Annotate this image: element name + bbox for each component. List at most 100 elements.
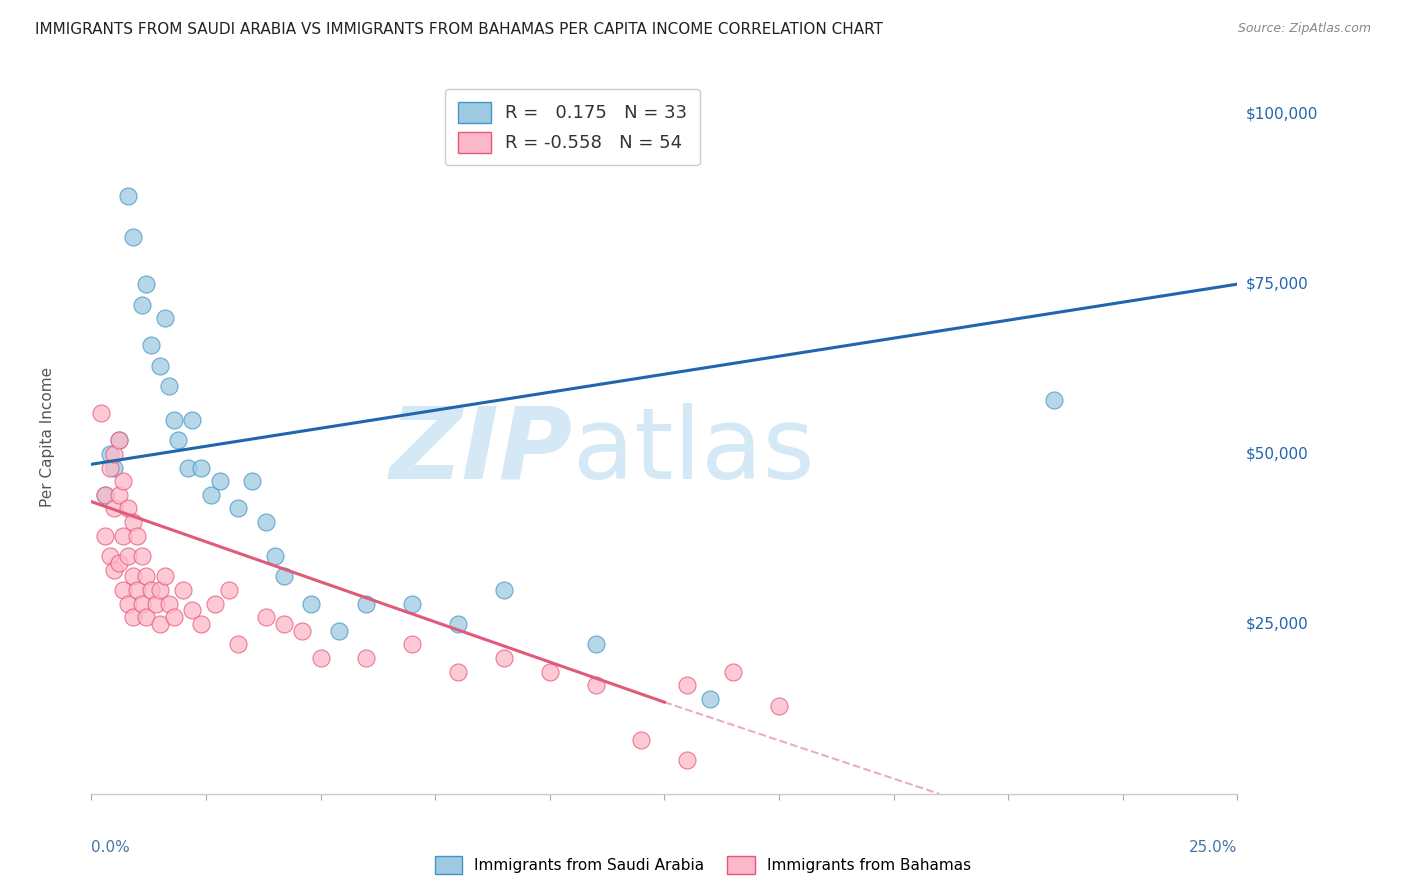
Point [181,413,204,427]
Point [208,475,231,489]
Point [108,488,131,502]
Point [226,501,249,516]
Point [240,475,263,489]
Point [204,597,226,611]
Point [135,277,157,292]
Point [112,582,135,597]
Point [117,597,139,611]
Point [90,406,112,420]
Point [139,582,162,597]
Point [117,501,139,516]
Point [401,597,423,611]
Text: 0.0%: 0.0% [91,840,131,855]
Point [135,610,157,624]
Point [121,515,143,529]
Text: 25.0%: 25.0% [1189,840,1237,855]
Point [630,732,652,747]
Point [153,311,176,326]
Point [299,597,322,611]
Point [98,460,121,475]
Point [585,678,607,692]
Point [135,569,157,583]
Point [103,460,125,475]
Point [309,651,332,665]
Point [112,528,135,542]
Point [94,488,117,502]
Point [103,563,125,577]
Point [127,528,149,542]
Point [676,753,699,767]
Point [121,610,143,624]
Point [157,597,180,611]
Point [172,582,194,597]
Point [163,413,186,427]
Point [108,434,131,448]
Point [94,488,117,502]
Point [167,434,190,448]
Point [538,665,561,679]
Point [108,434,131,448]
Point [181,603,204,617]
Point [273,569,295,583]
Text: $75,000: $75,000 [1246,277,1309,292]
Point [127,582,149,597]
Point [447,665,470,679]
Text: $100,000: $100,000 [1246,107,1317,122]
Point [218,582,240,597]
Point [401,637,423,651]
Text: ZIP: ZIP [389,403,572,500]
Point [356,651,378,665]
Point [254,515,277,529]
Point [131,597,153,611]
Text: IMMIGRANTS FROM SAUDI ARABIA VS IMMIGRANTS FROM BAHAMAS PER CAPITA INCOME CORREL: IMMIGRANTS FROM SAUDI ARABIA VS IMMIGRAN… [35,22,883,37]
Point [1043,392,1066,407]
Point [226,637,249,651]
Text: atlas: atlas [572,403,814,500]
Point [117,549,139,563]
Point [149,617,172,632]
Point [139,338,162,352]
Point [699,691,721,706]
Point [98,447,121,461]
Point [492,582,515,597]
Text: Source: ZipAtlas.com: Source: ZipAtlas.com [1237,22,1371,36]
Text: Per Capita Income: Per Capita Income [41,367,55,508]
Point [447,617,470,632]
Point [121,229,143,244]
Point [291,624,314,638]
Point [131,549,153,563]
Text: $25,000: $25,000 [1246,616,1309,632]
Point [328,624,350,638]
Point [190,617,212,632]
Point [585,637,607,651]
Point [153,569,176,583]
Text: $50,000: $50,000 [1246,447,1309,461]
Point [768,698,790,713]
Point [149,359,172,373]
Point [108,556,131,570]
Point [356,597,378,611]
Point [157,379,180,393]
Point [492,651,515,665]
Point [94,528,117,542]
Point [112,475,135,489]
Point [149,582,172,597]
Point [145,597,167,611]
Point [98,549,121,563]
Point [200,488,222,502]
Point [176,460,198,475]
Point [273,617,295,632]
Point [103,447,125,461]
Point [117,189,139,203]
Point [254,610,277,624]
Point [103,501,125,516]
Legend: R =   0.175   N = 33, R = -0.558   N = 54: R = 0.175 N = 33, R = -0.558 N = 54 [446,89,700,165]
Point [131,297,153,311]
Legend: Immigrants from Saudi Arabia, Immigrants from Bahamas: Immigrants from Saudi Arabia, Immigrants… [429,850,977,880]
Point [121,569,143,583]
Point [676,678,699,692]
Point [190,460,212,475]
Point [163,610,186,624]
Point [263,549,285,563]
Point [721,665,744,679]
